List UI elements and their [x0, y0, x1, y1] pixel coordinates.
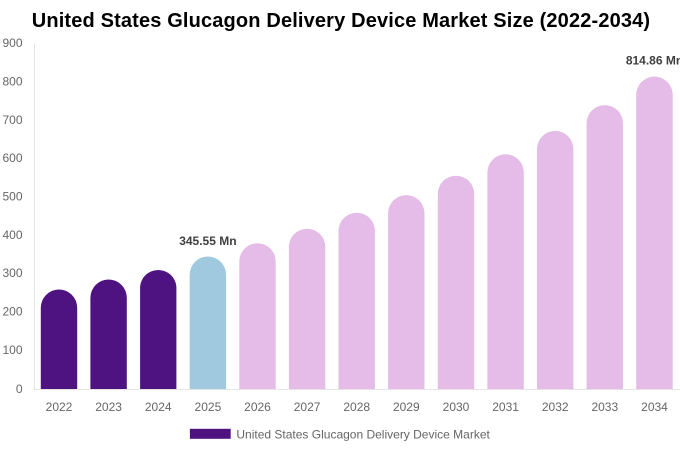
svg-text:2033: 2033: [591, 400, 618, 414]
svg-text:100: 100: [2, 343, 22, 357]
svg-text:2034: 2034: [641, 400, 668, 414]
svg-text:2032: 2032: [542, 400, 569, 414]
svg-text:800: 800: [2, 75, 22, 89]
svg-text:2026: 2026: [244, 400, 271, 414]
svg-text:300: 300: [2, 266, 22, 280]
svg-text:2024: 2024: [145, 400, 172, 414]
svg-text:2023: 2023: [95, 400, 122, 414]
svg-text:0: 0: [16, 382, 23, 396]
svg-text:2025: 2025: [195, 400, 222, 414]
svg-text:400: 400: [2, 228, 22, 242]
svg-text:200: 200: [2, 305, 22, 319]
svg-text:900: 900: [2, 36, 22, 50]
svg-text:United States Glucagon Deliver: United States Glucagon Delivery Device M…: [236, 427, 490, 441]
svg-text:600: 600: [2, 151, 22, 165]
svg-text:2029: 2029: [393, 400, 420, 414]
svg-text:500: 500: [2, 190, 22, 204]
svg-text:814.86 Mn: 814.86 Mn: [626, 54, 680, 68]
svg-text:2022: 2022: [46, 400, 73, 414]
svg-text:2031: 2031: [492, 400, 519, 414]
svg-text:2027: 2027: [294, 400, 321, 414]
svg-text:2030: 2030: [443, 400, 470, 414]
svg-text:2028: 2028: [343, 400, 370, 414]
svg-text:United States Glucagon Deliver: United States Glucagon Delivery Device M…: [32, 10, 650, 32]
svg-text:700: 700: [2, 113, 22, 127]
svg-text:345.55 Mn: 345.55 Mn: [179, 234, 236, 248]
